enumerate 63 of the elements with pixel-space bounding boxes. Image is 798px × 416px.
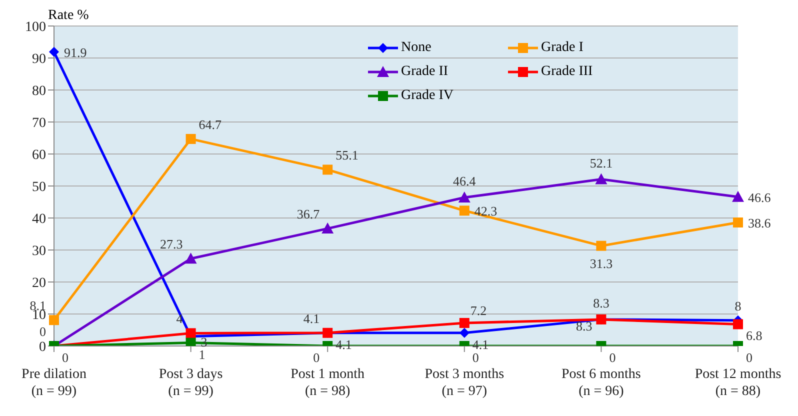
point xyxy=(49,315,59,326)
point xyxy=(186,338,196,346)
y-tick-label: 30 xyxy=(32,244,46,259)
point xyxy=(733,319,743,330)
x-tick-label: Post 1 month (n = 98) xyxy=(290,367,365,399)
x-tick-label: Post 6 months (n = 96) xyxy=(562,367,641,399)
point xyxy=(322,222,334,234)
point xyxy=(184,252,197,264)
legend-label: None xyxy=(401,40,432,56)
y-tick-label: 70 xyxy=(32,116,46,131)
data-label: 42.3 xyxy=(474,204,498,219)
data-label: 64.7 xyxy=(198,116,222,132)
y-tick-label: 90 xyxy=(32,52,46,67)
y-tick-label: 40 xyxy=(32,212,46,227)
data-label: 46.6 xyxy=(748,190,772,205)
point xyxy=(458,192,470,203)
data-label: 91.9 xyxy=(64,44,87,60)
data-label: 55.1 xyxy=(336,148,358,163)
y-axis-title: Rate % xyxy=(48,8,89,24)
data-label: 0 xyxy=(746,350,752,365)
data-label: 0 xyxy=(609,350,616,365)
y-tick-label: 50 xyxy=(32,180,46,195)
data-label: 46.4 xyxy=(453,174,476,189)
point xyxy=(186,134,196,144)
data-label: 0 xyxy=(62,350,68,365)
data-label: 38.6 xyxy=(748,215,772,230)
legend-label: Grade III xyxy=(541,64,593,80)
x-tick-label: Post 12 months (n = 88) xyxy=(694,367,782,399)
x-tick-label: Pre dilation (n = 99) xyxy=(22,367,86,399)
legend-label: Grade IV xyxy=(401,88,454,104)
data-label: 0 xyxy=(472,350,479,365)
data-label: 36.7 xyxy=(296,206,320,222)
point xyxy=(186,328,196,338)
y-tick-label: 0 xyxy=(39,340,46,355)
data-label: 31.3 xyxy=(590,256,613,271)
legend-label: Grade I xyxy=(541,40,584,56)
data-label: 0 xyxy=(313,350,320,365)
point xyxy=(733,217,743,228)
data-label: 8 xyxy=(734,298,742,314)
x-tick-label: Post 3 days (n = 99) xyxy=(158,367,223,399)
data-label: 4.1 xyxy=(303,310,320,326)
data-label: 27.3 xyxy=(160,236,183,252)
y-tick-label: 80 xyxy=(32,84,46,99)
x-tick-label: Post 3 months (n = 97) xyxy=(424,367,504,399)
point xyxy=(732,190,744,202)
data-label: 8.3 xyxy=(576,318,592,334)
y-tick-label: 20 xyxy=(32,276,46,291)
data-label: 1 xyxy=(198,346,206,362)
data-label: 7.2 xyxy=(470,302,487,318)
point xyxy=(459,328,470,338)
data-label: 4 xyxy=(176,311,184,326)
y-tick-label: 100 xyxy=(25,20,46,35)
data-label: 6.8 xyxy=(746,328,762,344)
data-label: 52.1 xyxy=(590,155,613,170)
point xyxy=(459,318,470,328)
y-tick-label: 60 xyxy=(32,148,46,163)
point xyxy=(322,164,333,175)
point xyxy=(595,173,608,184)
point xyxy=(596,240,606,251)
point xyxy=(49,46,59,57)
legend-label: Grade II xyxy=(401,64,448,80)
point xyxy=(459,206,470,216)
data-label: 8.3 xyxy=(593,295,610,310)
